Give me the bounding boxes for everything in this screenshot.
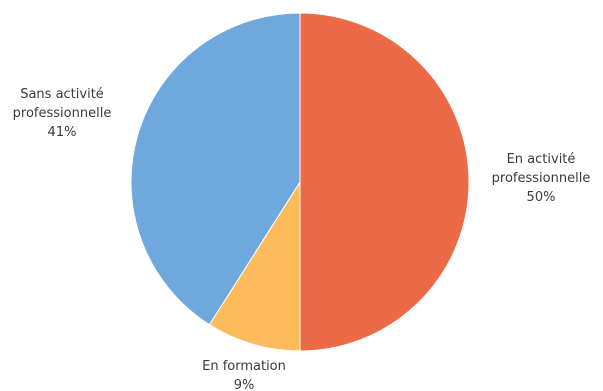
slice-label-1: En formation 9% [202,359,286,391]
pie-slice-0 [299,12,470,352]
slice-percent-2: 41% [48,125,77,140]
slice-percent-0: 50% [527,190,556,205]
pie-slice-2 [130,12,301,326]
slice-label-line-1-0: En formation [202,359,286,374]
slice-percent-1: 9% [234,378,255,391]
pie-slice-1 [208,180,301,352]
slice-label-line-2-0: Sans activité [20,87,104,102]
slice-label-0: En activité professionnelle 50% [492,152,591,205]
slice-label-line-2-1: professionnelle [13,106,112,121]
slice-label-line-0-1: professionnelle [492,171,591,186]
pie-labels: En activité professionnelle 50% En formatio… [13,87,591,391]
slice-label-2: Sans activité professionnelle 41% [13,87,112,140]
pie-slices [130,12,470,352]
slice-label-line-0-0: En activité [507,152,576,167]
